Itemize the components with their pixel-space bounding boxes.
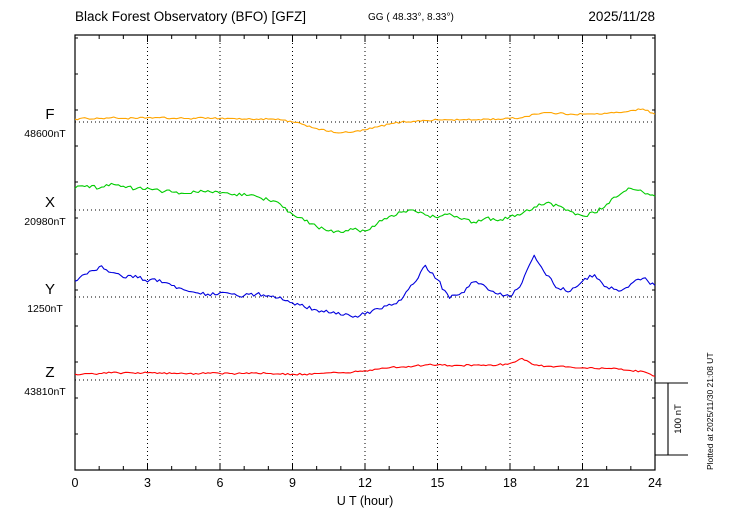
x-axis-label: U T (hour) [337,494,394,508]
channel-baseline-value-Z: 43810nT [24,386,66,398]
plotted-at-watermark: Plotted at 2025/11/30 21:08 UT [705,352,715,470]
x-tick-label: 6 [217,476,224,490]
trace-F [74,108,656,134]
chart-date: 2025/11/28 [588,9,655,24]
x-tick-label: 15 [431,476,445,490]
trace-Z [74,357,656,377]
scale-bar: 100 nT [655,382,688,456]
x-tick-label: 24 [648,476,662,490]
x-tick-label: 3 [144,476,151,490]
x-tick-label: 21 [576,476,590,490]
channel-label-X: X [45,194,55,211]
channel-baseline-value-X: 20980nT [24,216,66,228]
channel-baseline-value-F: 48600nT [24,128,66,140]
channel-label-Z: Z [45,364,54,381]
trace-Y [74,254,656,318]
plot-area: 0 3 6 9 12 15 18 21 24 F 48600nT X 20980nT Y 1250nT Z 43… [24,34,662,490]
x-tick-label: 0 [72,476,79,490]
channel-label-Y: Y [45,281,55,298]
observatory-coordinates: GG ( 48.33°, 8.33°) [368,12,454,23]
plot-border [74,34,656,471]
x-tick-label: 12 [358,476,372,490]
scale-bar-label: 100 nT [673,404,684,434]
trace-X [74,182,656,234]
chart-title: Black Forest Observatory (BFO) [GFZ] [75,9,306,24]
x-tick-label: 9 [289,476,296,490]
channel-baseline-value-Y: 1250nT [27,303,63,315]
x-tick-label: 18 [503,476,517,490]
channel-label-F: F [45,106,54,123]
